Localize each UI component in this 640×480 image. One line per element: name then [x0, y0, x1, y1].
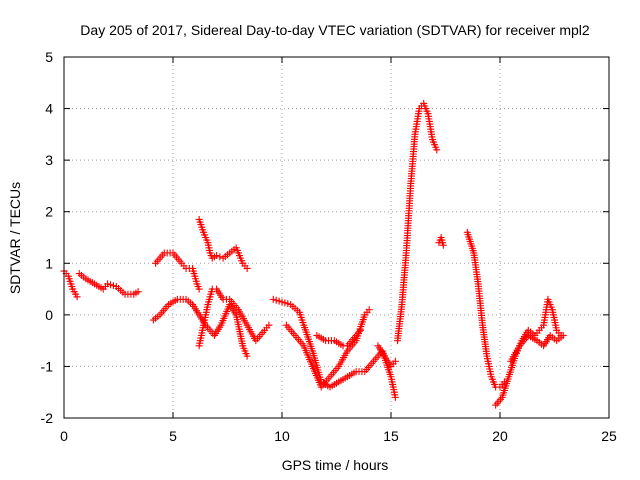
data-point	[213, 252, 221, 260]
data-point-dense	[275, 297, 283, 305]
x-tick-label: 20	[492, 428, 508, 444]
data-point-dense	[107, 281, 115, 289]
y-tick-label: 2	[45, 204, 53, 220]
y-tick-label: -2	[41, 410, 54, 426]
data-point	[195, 285, 203, 293]
data-point	[104, 280, 112, 288]
data-point	[243, 352, 251, 360]
data-point	[439, 241, 447, 249]
y-tick-label: 3	[45, 152, 53, 168]
data-point-dense	[109, 282, 117, 290]
data-point	[559, 331, 567, 339]
x-tick-label: 5	[169, 428, 177, 444]
data-point-dense	[281, 299, 289, 307]
x-tick-label: 0	[60, 428, 68, 444]
x-tick-label: 25	[601, 428, 617, 444]
y-tick-label: 1	[45, 255, 53, 271]
y-tick-label: 0	[45, 307, 53, 323]
y-axis-label: SDTVAR / TECUs	[7, 182, 23, 294]
data-point	[391, 393, 399, 401]
y-tick-label: -1	[41, 358, 54, 374]
y-tick-label: 4	[45, 101, 53, 117]
data-point	[73, 293, 81, 301]
data-point	[269, 295, 277, 303]
data-point	[365, 306, 373, 314]
data-point	[433, 146, 441, 154]
data-point	[391, 357, 399, 365]
chart-title: Day 205 of 2017, Sidereal Day-to-day VTE…	[80, 22, 590, 38]
y-tick-label: 5	[45, 49, 53, 65]
axis-ticks: 0 5 10 15 20 25 -2 -1 0 1 2 3 4 5	[41, 49, 617, 444]
data-point	[134, 288, 142, 296]
plot-frame	[63, 56, 610, 419]
data-point	[278, 298, 286, 306]
x-tick-label: 10	[274, 428, 290, 444]
data-points	[60, 99, 567, 409]
data-point	[265, 321, 273, 329]
data-point	[356, 326, 364, 334]
data-point	[243, 264, 251, 272]
x-axis-label: GPS time / hours	[282, 457, 389, 473]
x-tick-label: 15	[383, 428, 399, 444]
data-point-dense	[272, 296, 280, 304]
data-point-dense	[284, 300, 292, 308]
